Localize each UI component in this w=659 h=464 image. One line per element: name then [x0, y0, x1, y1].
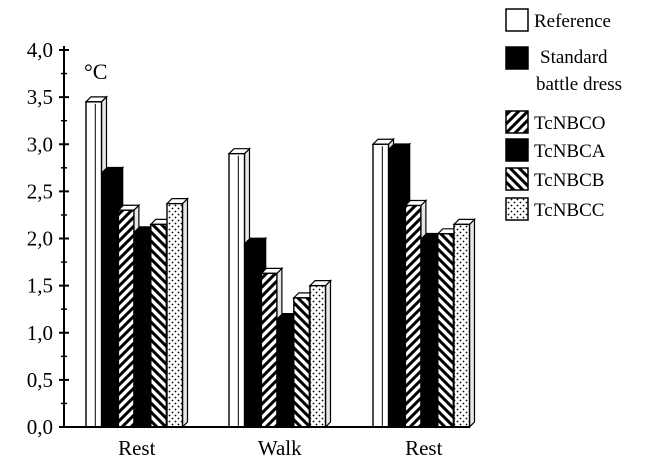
bar-face [309, 284, 327, 428]
bar [452, 217, 476, 429]
legend-label: Standard [540, 47, 608, 68]
bars-group [84, 95, 476, 429]
legend-swatch [505, 197, 529, 221]
bar-face [404, 204, 422, 428]
bar-side [324, 279, 332, 429]
legend-swatch [505, 138, 529, 162]
category-label: Walk [258, 436, 302, 460]
bar-side [181, 197, 189, 429]
legend-label: TcNBCC [534, 200, 604, 221]
y-ticks-group: 0,0 0,5 1,0 1,5 2,0 2,5 3,0 3,5 4,0 [27, 38, 69, 439]
legend-item: Standard battle dress [505, 46, 622, 95]
legend-item: TcNBCA [505, 138, 606, 162]
bar-face [133, 231, 151, 428]
bar-face [228, 152, 246, 428]
legend-swatch [505, 167, 529, 191]
bar-face [453, 223, 471, 428]
y-tick-label: 0,5 [27, 368, 53, 392]
bar-side [468, 217, 476, 429]
bar [308, 279, 332, 429]
legend-label: TcNBCO [534, 113, 606, 134]
legend-item: Reference [505, 8, 611, 32]
y-tick-label: 4,0 [27, 38, 53, 62]
bar-face [372, 143, 390, 428]
legend-label: Reference [534, 11, 611, 32]
bar-face [244, 242, 262, 428]
legend: Reference Standard battle dress TcNBCO TcNBC… [505, 8, 622, 221]
legend-item: TcNBCC [505, 197, 604, 221]
legend-swatch [505, 46, 529, 70]
category-label: Rest [118, 436, 156, 460]
bar-face [420, 237, 438, 428]
bar [259, 266, 284, 429]
category-label: Rest [405, 436, 443, 460]
bar-face [388, 148, 406, 428]
y-tick-label: 3,5 [27, 85, 53, 109]
bar-face [117, 209, 135, 428]
category-labels-group: Rest Walk Rest [118, 436, 443, 460]
y-tick-label: 3,0 [27, 132, 53, 156]
y-tick-label: 2,0 [27, 227, 53, 251]
bar-face [150, 223, 168, 428]
bar-face [101, 171, 119, 428]
legend-swatch [505, 8, 529, 32]
y-tick-label: 2,5 [27, 179, 53, 203]
bar-face [166, 202, 184, 428]
bar-face [437, 233, 454, 428]
y-tick-label: 0,0 [27, 415, 53, 439]
legend-label: battle dress [536, 74, 622, 95]
y-tick-label: 1,5 [27, 274, 53, 298]
bar-face [85, 101, 103, 428]
y-tick-label: 1,0 [27, 321, 53, 345]
bar-face [276, 317, 294, 428]
legend-label: TcNBCB [534, 170, 604, 191]
legend-swatch [505, 110, 529, 134]
y-unit-label: °C [84, 59, 107, 84]
legend-label: TcNBCA [534, 141, 606, 162]
legend-item: TcNBCB [505, 167, 604, 191]
bar-face [260, 272, 278, 428]
legend-item: TcNBCO [505, 110, 606, 134]
bar-face [293, 297, 310, 428]
bar [165, 197, 189, 429]
